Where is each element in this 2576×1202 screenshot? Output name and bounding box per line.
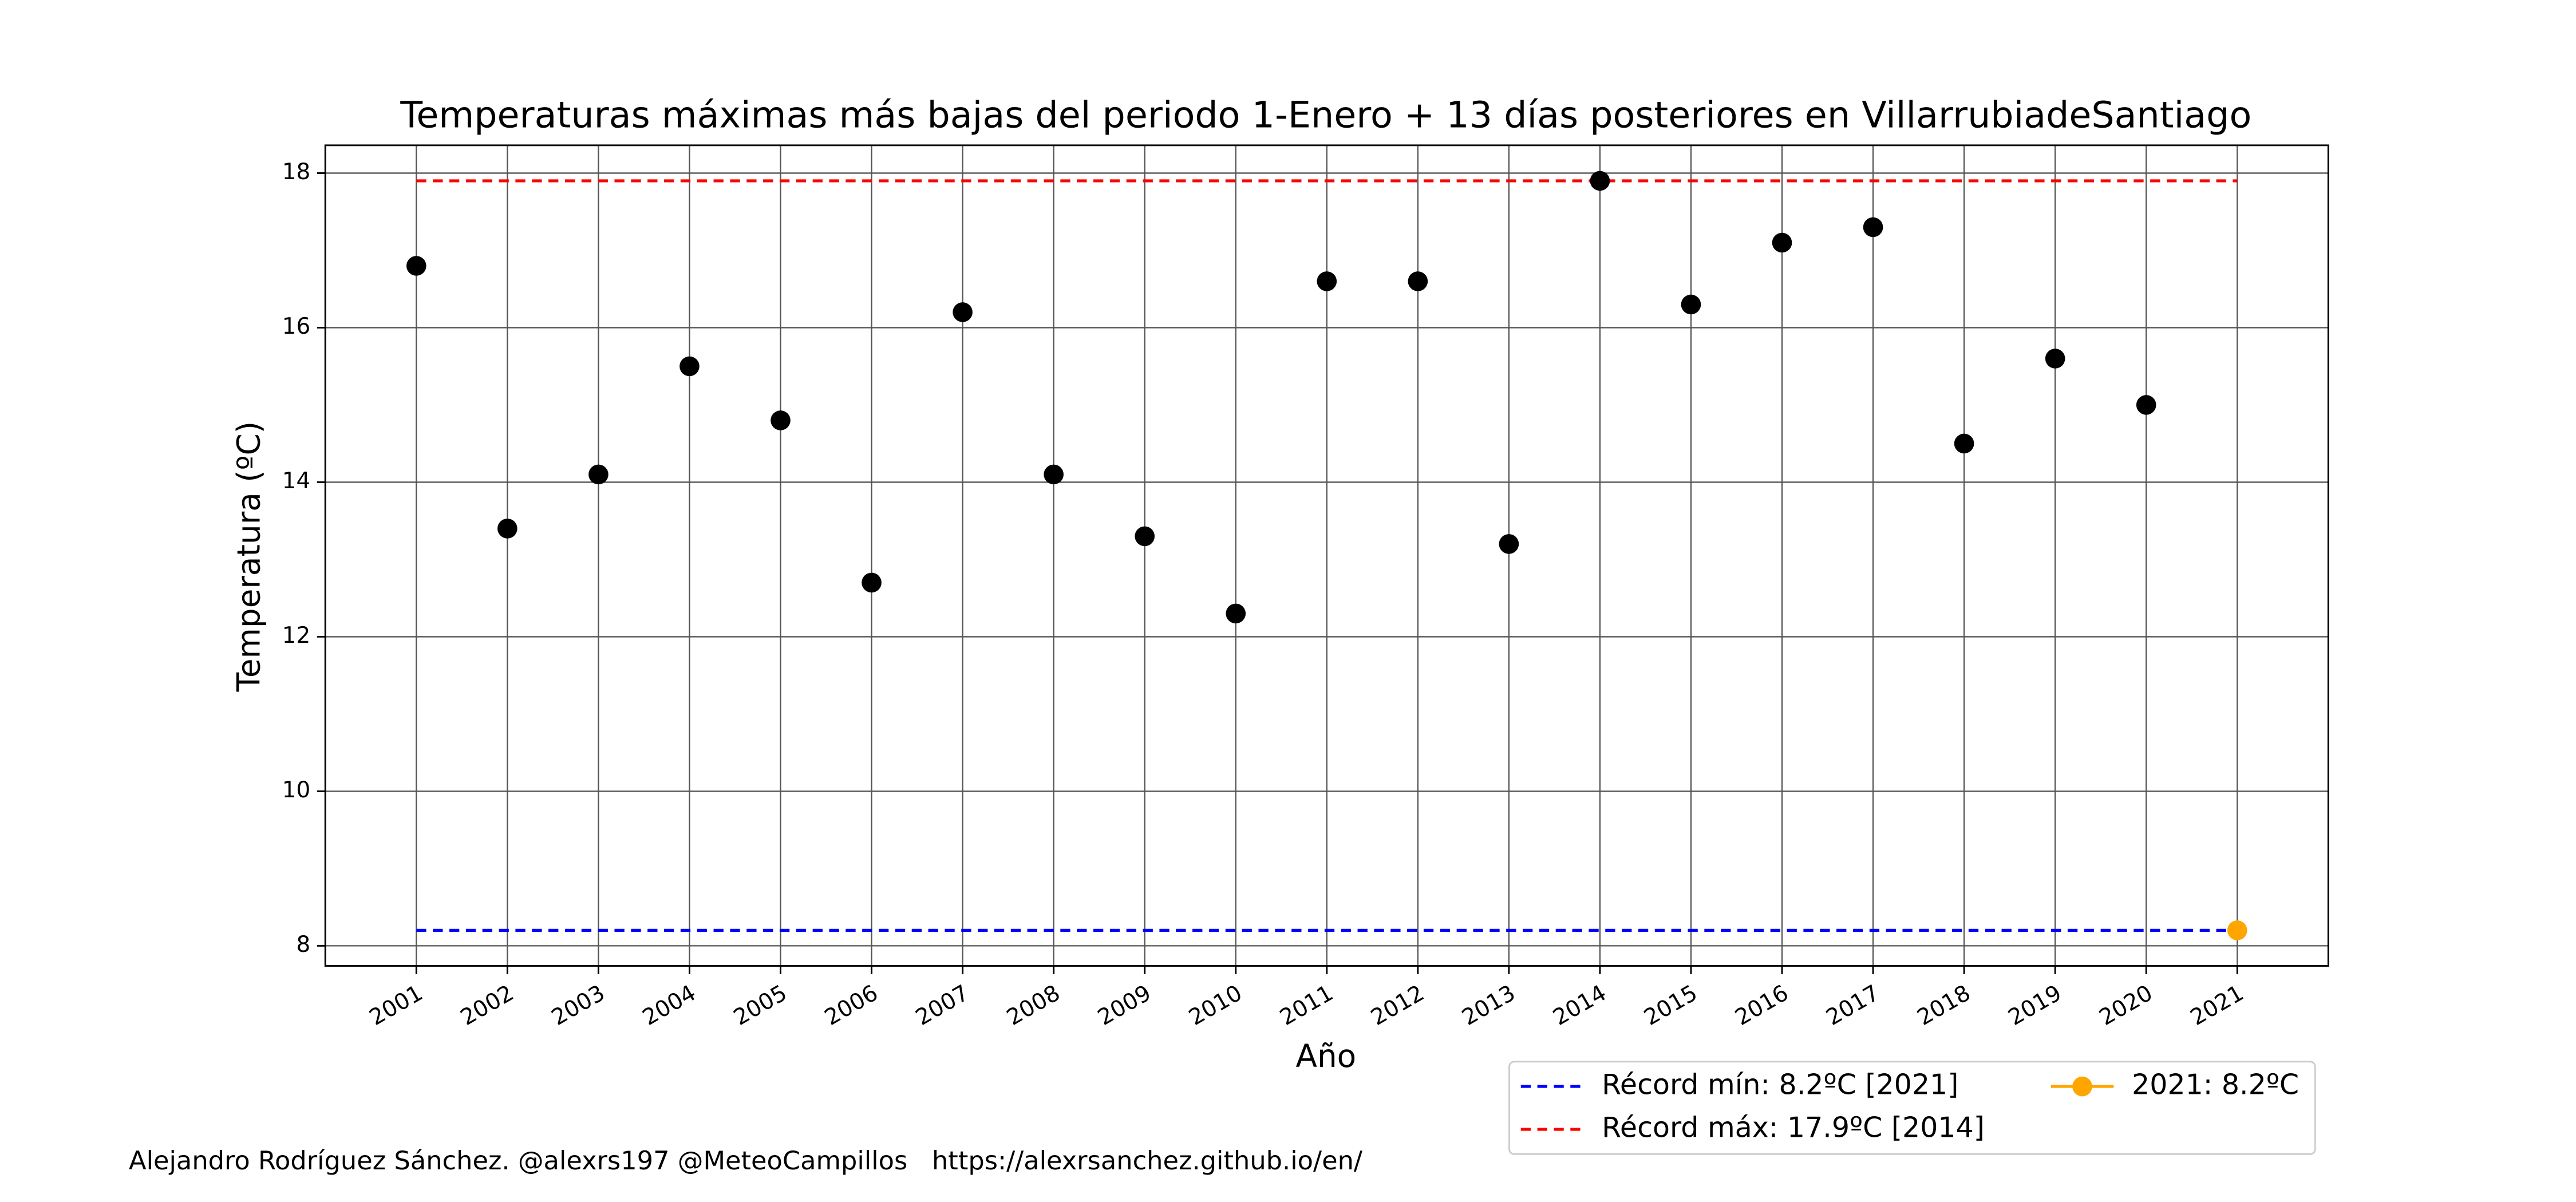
y-tick-label: 10 <box>282 777 311 803</box>
data-point <box>2136 395 2156 415</box>
data-point <box>588 464 609 485</box>
data-point <box>1317 271 1337 291</box>
y-tick-label: 14 <box>282 468 311 494</box>
y-tick-label: 16 <box>282 314 311 339</box>
data-point <box>1044 464 1064 485</box>
y-tick-label: 8 <box>297 932 311 958</box>
y-tick-label: 12 <box>282 623 311 649</box>
legend-box <box>1508 1061 2316 1155</box>
legend-label: 2021: 8.2ºC <box>2132 1068 2299 1101</box>
data-point <box>2227 920 2247 940</box>
legend-label: Récord mín: 8.2ºC [2021] <box>1602 1068 1958 1101</box>
data-point <box>1135 526 1155 547</box>
data-point <box>771 410 791 430</box>
data-point <box>862 572 882 593</box>
data-point <box>1954 433 1974 454</box>
data-point <box>1772 232 1792 253</box>
plot-frame <box>324 144 2329 967</box>
data-point <box>679 356 700 377</box>
data-point <box>1499 534 1519 554</box>
credit: Alejandro Rodríguez Sánchez. @alexrs197 … <box>129 1145 1363 1176</box>
data-point <box>406 256 426 276</box>
legend-marker <box>2072 1076 2092 1097</box>
data-point <box>1226 603 1246 624</box>
data-point <box>1590 171 1610 191</box>
data-point <box>953 302 973 322</box>
data-point <box>1863 217 1883 238</box>
data-point <box>2045 349 2065 369</box>
data-point <box>1408 271 1428 291</box>
data-point <box>1681 294 1701 315</box>
data-point <box>497 519 517 539</box>
legend-label: Récord máx: 17.9ºC [2014] <box>1602 1111 1985 1144</box>
chart-title: Temperaturas máximas más bajas del perio… <box>400 93 2251 136</box>
y-axis-label: Temperatura (ºC) <box>231 421 267 692</box>
y-tick-label: 18 <box>282 159 311 185</box>
x-axis-label: Año <box>1295 1038 1356 1074</box>
